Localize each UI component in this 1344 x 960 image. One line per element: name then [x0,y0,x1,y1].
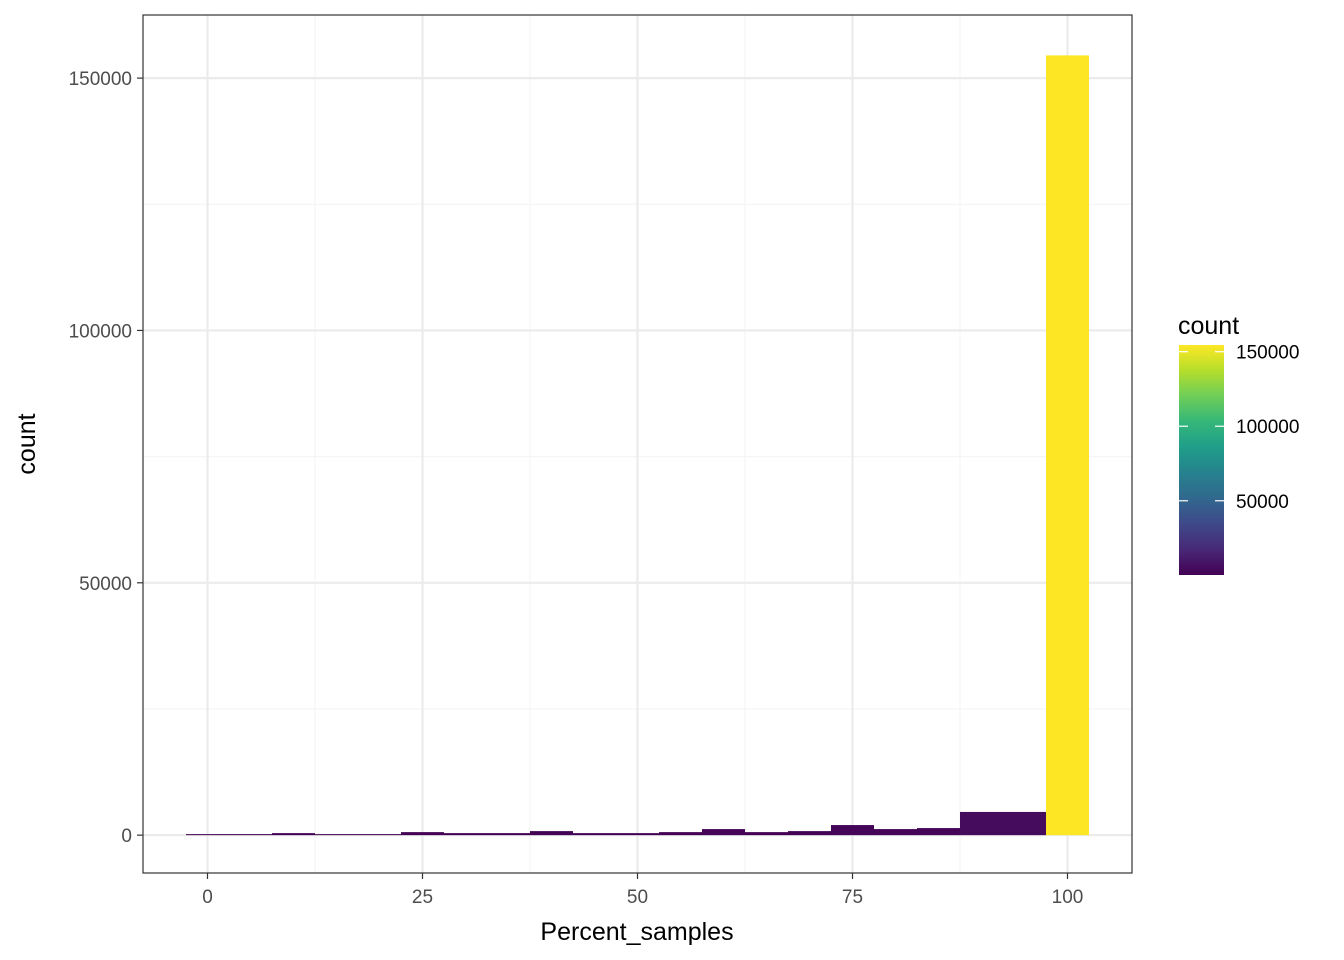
histogram-bar [315,834,358,836]
histogram-bars [186,55,1089,836]
histogram-bar [186,834,229,836]
x-tick-label: 75 [842,887,863,908]
legend-title: count [1178,312,1239,340]
y-axis-title: count [13,413,41,474]
x-tick-label: 100 [1052,887,1084,908]
y-axis: 0 50000 100000 150000 [69,69,143,847]
histogram-bar [530,831,573,836]
histogram-bar [573,833,616,836]
legend-ticks: 50000 100000 150000 [1179,343,1299,513]
histogram-bar [1003,811,1046,836]
histogram-bar [745,832,788,836]
histogram-bar [702,829,745,836]
histogram-bar [616,833,659,836]
x-axis-title: Percent_samples [540,918,733,946]
legend-break-label: 50000 [1236,492,1289,513]
x-tick-label: 50 [627,887,648,908]
histogram-bar [960,811,1003,836]
x-axis: 0 25 50 75 100 [202,873,1083,908]
histogram-bar [487,833,530,836]
legend-break-label: 100000 [1236,417,1299,438]
y-tick-label: 100000 [69,321,132,342]
y-tick-label: 50000 [79,574,132,595]
histogram-bar [358,834,401,836]
color-legend: count 50000 100000 150000 [1178,312,1299,575]
y-tick-label: 150000 [69,69,132,90]
histogram-bar [831,825,874,836]
histogram-bar [444,833,487,836]
legend-colorbar [1179,345,1224,575]
histogram-bar [917,828,960,836]
x-tick-label: 0 [202,887,213,908]
histogram-bar [874,829,917,836]
histogram-bar [229,834,272,836]
histogram-bar [788,831,831,836]
legend-break-label: 150000 [1236,343,1299,364]
y-tick-label: 0 [121,826,132,847]
histogram-bar [1046,55,1089,836]
x-tick-label: 25 [412,887,433,908]
histogram-bar [401,832,444,836]
histogram-bar [272,833,315,836]
major-gridlines [143,15,1132,873]
histogram-bar [659,832,702,836]
